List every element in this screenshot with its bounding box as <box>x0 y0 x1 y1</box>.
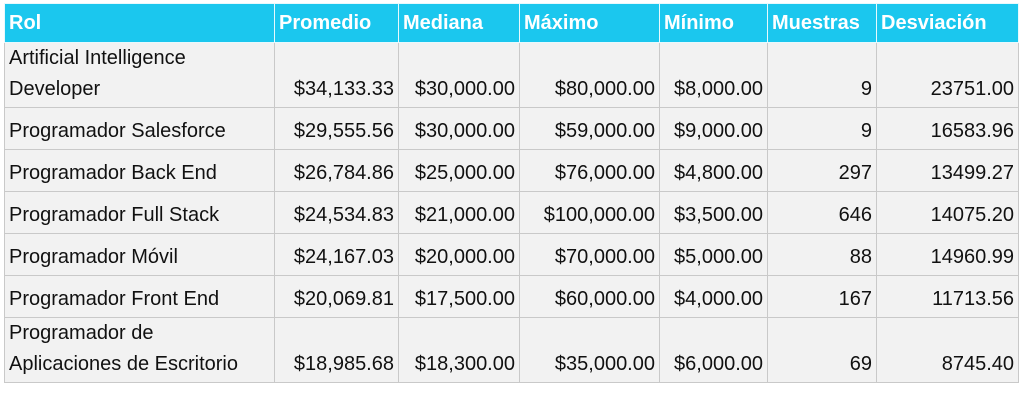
cell-muestras: 167 <box>767 275 877 318</box>
table-row: Programador Full Stack $24,534.83 $21,00… <box>4 191 1019 234</box>
cell-minimo: $6,000.00 <box>659 317 768 383</box>
cell-desviacion: 16583.96 <box>876 107 1019 150</box>
cell-mediana: $30,000.00 <box>398 107 520 150</box>
cell-desviacion: 14960.99 <box>876 233 1019 276</box>
cell-promedio: $18,985.68 <box>274 317 399 383</box>
table-row: Programador Salesforce $29,555.56 $30,00… <box>4 107 1019 150</box>
cell-mediana: $17,500.00 <box>398 275 520 318</box>
column-header-muestras: Muestras <box>767 3 877 43</box>
cell-minimo: $5,000.00 <box>659 233 768 276</box>
cell-maximo: $100,000.00 <box>519 191 660 234</box>
cell-maximo: $59,000.00 <box>519 107 660 150</box>
cell-promedio: $24,534.83 <box>274 191 399 234</box>
cell-rol: Programador Front End <box>4 275 275 318</box>
column-header-maximo: Máximo <box>519 3 660 43</box>
salary-table: Rol Promedio Mediana Máximo Mínimo Muest… <box>4 3 1019 383</box>
cell-promedio: $24,167.03 <box>274 233 399 276</box>
cell-minimo: $8,000.00 <box>659 42 768 108</box>
cell-maximo: $80,000.00 <box>519 42 660 108</box>
cell-muestras: 88 <box>767 233 877 276</box>
cell-maximo: $35,000.00 <box>519 317 660 383</box>
cell-minimo: $4,800.00 <box>659 149 768 192</box>
table-row: Programador Front End $20,069.81 $17,500… <box>4 275 1019 318</box>
cell-muestras: 646 <box>767 191 877 234</box>
cell-desviacion: 11713.56 <box>876 275 1019 318</box>
cell-promedio: $34,133.33 <box>274 42 399 108</box>
cell-promedio: $26,784.86 <box>274 149 399 192</box>
cell-mediana: $20,000.00 <box>398 233 520 276</box>
cell-desviacion: 13499.27 <box>876 149 1019 192</box>
cell-muestras: 9 <box>767 107 877 150</box>
cell-rol: Programador Full Stack <box>4 191 275 234</box>
cell-maximo: $60,000.00 <box>519 275 660 318</box>
column-header-rol: Rol <box>4 3 275 43</box>
cell-maximo: $76,000.00 <box>519 149 660 192</box>
column-header-minimo: Mínimo <box>659 3 768 43</box>
cell-desviacion: 23751.00 <box>876 42 1019 108</box>
cell-minimo: $9,000.00 <box>659 107 768 150</box>
cell-maximo: $70,000.00 <box>519 233 660 276</box>
column-header-mediana: Mediana <box>398 3 520 43</box>
table-row: Programador Móvil $24,167.03 $20,000.00 … <box>4 233 1019 276</box>
column-header-promedio: Promedio <box>274 3 399 43</box>
cell-mediana: $18,300.00 <box>398 317 520 383</box>
table-header-row: Rol Promedio Mediana Máximo Mínimo Muest… <box>4 3 1019 43</box>
cell-rol: Programador Back End <box>4 149 275 192</box>
cell-minimo: $3,500.00 <box>659 191 768 234</box>
cell-minimo: $4,000.00 <box>659 275 768 318</box>
cell-desviacion: 14075.20 <box>876 191 1019 234</box>
cell-rol: Programador Salesforce <box>4 107 275 150</box>
table-row: Artificial Intelligence Developer $34,13… <box>4 42 1019 108</box>
cell-mediana: $30,000.00 <box>398 42 520 108</box>
cell-desviacion: 8745.40 <box>876 317 1019 383</box>
cell-muestras: 297 <box>767 149 877 192</box>
cell-promedio: $20,069.81 <box>274 275 399 318</box>
cell-promedio: $29,555.56 <box>274 107 399 150</box>
table-row: Programador de Aplicaciones de Escritori… <box>4 317 1019 383</box>
cell-muestras: 69 <box>767 317 877 383</box>
cell-rol: Artificial Intelligence Developer <box>4 42 275 108</box>
cell-rol: Programador de Aplicaciones de Escritori… <box>4 317 275 383</box>
cell-muestras: 9 <box>767 42 877 108</box>
cell-mediana: $21,000.00 <box>398 191 520 234</box>
column-header-desviacion: Desviación <box>876 3 1019 43</box>
table-row: Programador Back End $26,784.86 $25,000.… <box>4 149 1019 192</box>
cell-mediana: $25,000.00 <box>398 149 520 192</box>
cell-rol: Programador Móvil <box>4 233 275 276</box>
